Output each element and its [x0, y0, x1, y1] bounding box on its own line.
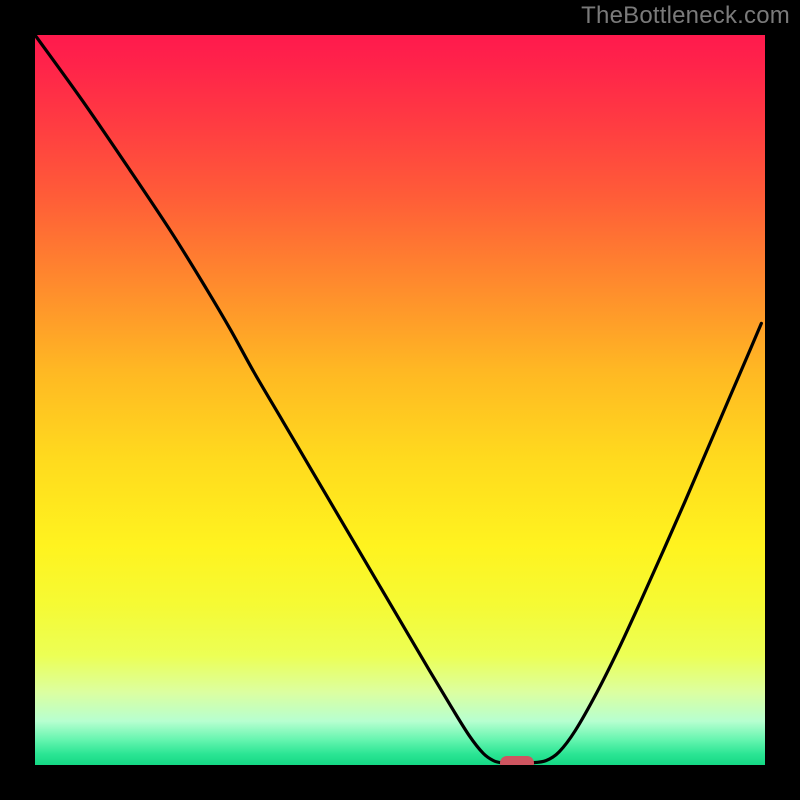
result-marker: [500, 756, 534, 765]
watermark-text: TheBottleneck.com: [581, 2, 790, 30]
bottleneck-curve: [35, 35, 765, 765]
plot-area: [35, 35, 765, 765]
chart-stage: TheBottleneck.com: [0, 0, 800, 800]
